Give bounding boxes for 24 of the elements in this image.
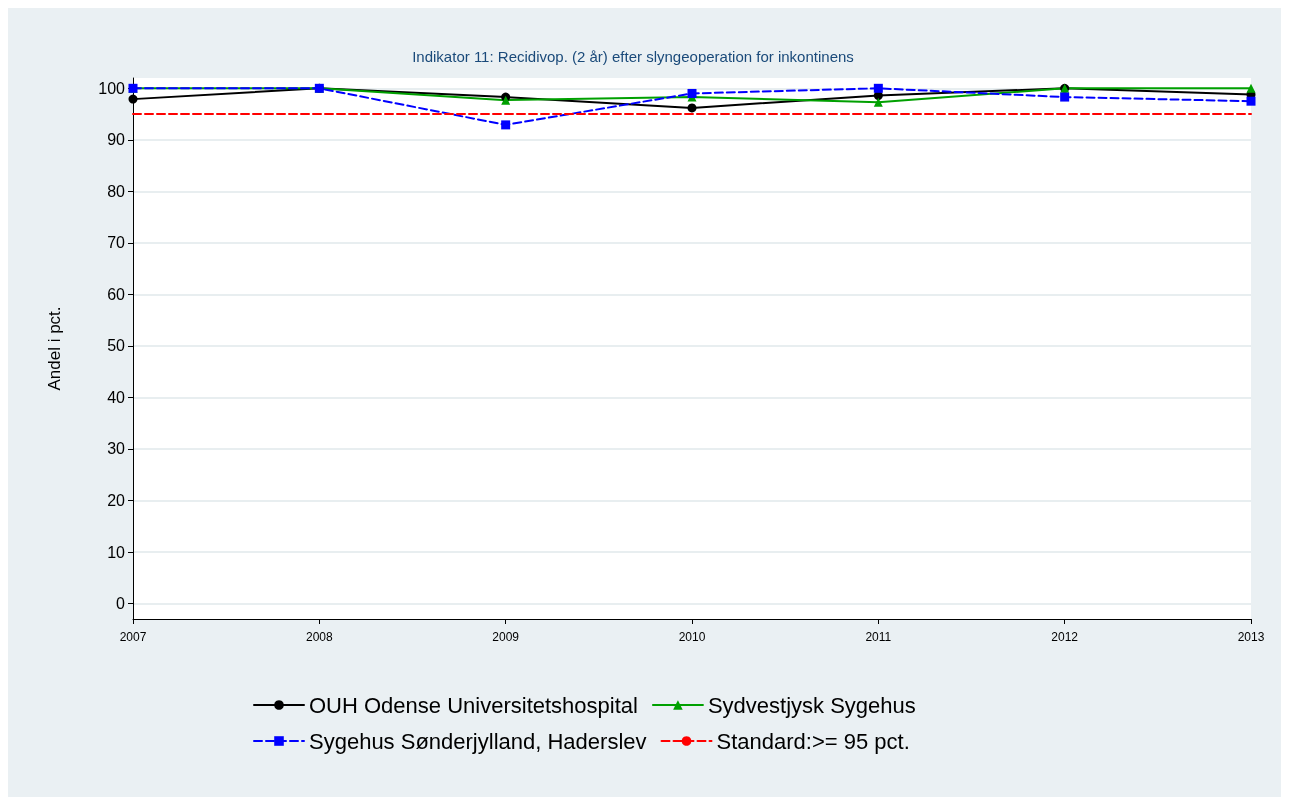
x-tick-label: 2012 [1051, 630, 1079, 644]
x-tick-label: 2013 [1237, 630, 1265, 644]
x-tick-label: 2007 [119, 630, 147, 644]
legend-label: Sygehus Sønderjylland, Haderslev [309, 728, 647, 754]
y-tick-label: 0 [116, 595, 126, 613]
legend-label: OUH Odense Universitetshospital [309, 692, 638, 718]
y-tick-label: 20 [107, 492, 126, 509]
y-tick-label: 10 [107, 543, 126, 561]
y-tick-label: 40 [107, 388, 126, 406]
x-tick-label: 2009 [492, 630, 520, 644]
chart-title: Indikator 11: Recidivop. (2 år) efter slyngeoperation for inkontinens [412, 48, 854, 65]
y-axis-title: Andel i pct. [45, 306, 64, 391]
y-tick-label: 100 [98, 79, 126, 97]
x-tick-label: 2011 [865, 630, 892, 644]
x-tick-label: 2010 [678, 630, 706, 644]
legend-label: Sydvestjysk Sygehus [707, 692, 916, 718]
x-tick-label: 2008 [305, 630, 333, 644]
y-tick-label: 90 [107, 131, 126, 149]
y-tick-label: 50 [107, 337, 126, 355]
y-tick-label: 80 [107, 182, 126, 200]
legend-label: Standard:>= 95 pct. [716, 728, 910, 754]
y-tick-label: 60 [107, 285, 126, 303]
y-tick-label: 70 [107, 234, 126, 252]
y-tick-label: 30 [107, 440, 126, 458]
